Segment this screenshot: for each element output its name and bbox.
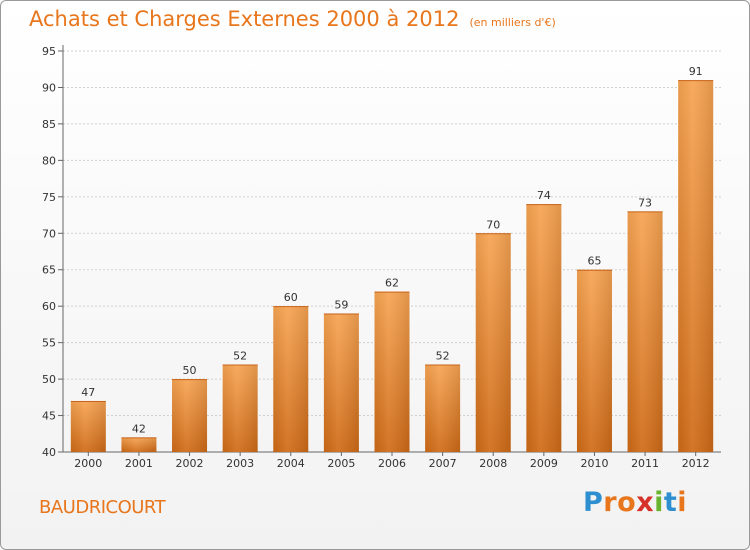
x-tick-label: 2000 [74,457,102,470]
x-tick-label: 2007 [429,457,457,470]
y-tick-label: 50 [42,373,56,386]
x-tick-label: 2010 [580,457,608,470]
bar-shade [374,291,410,452]
y-tick-label: 85 [42,118,56,131]
x-tick-label: 2011 [631,457,659,470]
logo-letter: x [636,487,655,518]
y-tick-label: 60 [42,300,56,313]
x-tick-label: 2012 [682,457,710,470]
logo-letter: P [583,487,604,518]
logo-letter: t [663,487,678,518]
y-tick-label: 90 [42,81,56,94]
bar-shade [273,306,309,452]
bar-shade [70,400,106,452]
location-name: BAUDRICOURT [39,497,166,518]
value-label: 42 [132,422,146,435]
bar-shade [323,313,359,452]
y-tick-label: 65 [42,264,56,277]
bars [70,80,714,452]
value-label: 65 [587,255,601,268]
y-tick-label: 70 [42,227,56,240]
y-tick-label: 95 [42,45,56,58]
x-tick-label: 2008 [479,457,507,470]
x-tick-label: 2009 [530,457,558,470]
y-tick-label: 55 [42,337,56,350]
x-tick-label: 2003 [226,457,254,470]
value-label: 73 [638,196,652,209]
bar-shade [475,233,511,452]
proxiti-logo: Proxiti [583,487,687,518]
y-tick-label: 75 [42,191,56,204]
chart-title-text: Achats et Charges Externes 2000 à 2012 [29,7,460,31]
value-label: 59 [334,298,348,311]
bar-shade [425,364,461,452]
bar-shade [121,437,157,452]
x-tick-label: 2006 [378,457,406,470]
logo-letter: o [617,487,637,518]
bar-shade [678,80,714,452]
value-label: 62 [385,277,399,290]
chart-title: Achats et Charges Externes 2000 à 2012 (e… [29,7,556,31]
bar-shade [526,204,562,452]
bar-shade [627,211,663,452]
labels: 40 45 50 55 60 65 70 75 80 85 90 95 47 2000 42 2001 50 20… [42,45,710,470]
logo-letter: r [603,487,618,518]
value-label: 74 [537,189,551,202]
logo-letter: i [677,487,688,518]
value-label: 60 [284,291,298,304]
logo-letter: i [654,487,664,518]
bar-shade [576,269,612,452]
bar-shade [222,364,258,452]
chart-subtitle: (en milliers d'€) [469,16,556,29]
value-label: 47 [81,386,95,399]
x-tick-label: 2005 [327,457,355,470]
value-label: 52 [233,350,247,363]
y-tick-label: 45 [42,410,56,423]
value-label: 50 [183,364,197,377]
x-tick-label: 2004 [277,457,305,470]
value-label: 70 [486,218,500,231]
value-label: 52 [436,350,450,363]
value-label: 91 [689,65,703,78]
y-tick-label: 40 [42,446,56,459]
bar-shade [172,379,208,452]
x-tick-label: 2002 [176,457,204,470]
y-tick-label: 80 [42,154,56,167]
x-tick-label: 2001 [125,457,153,470]
